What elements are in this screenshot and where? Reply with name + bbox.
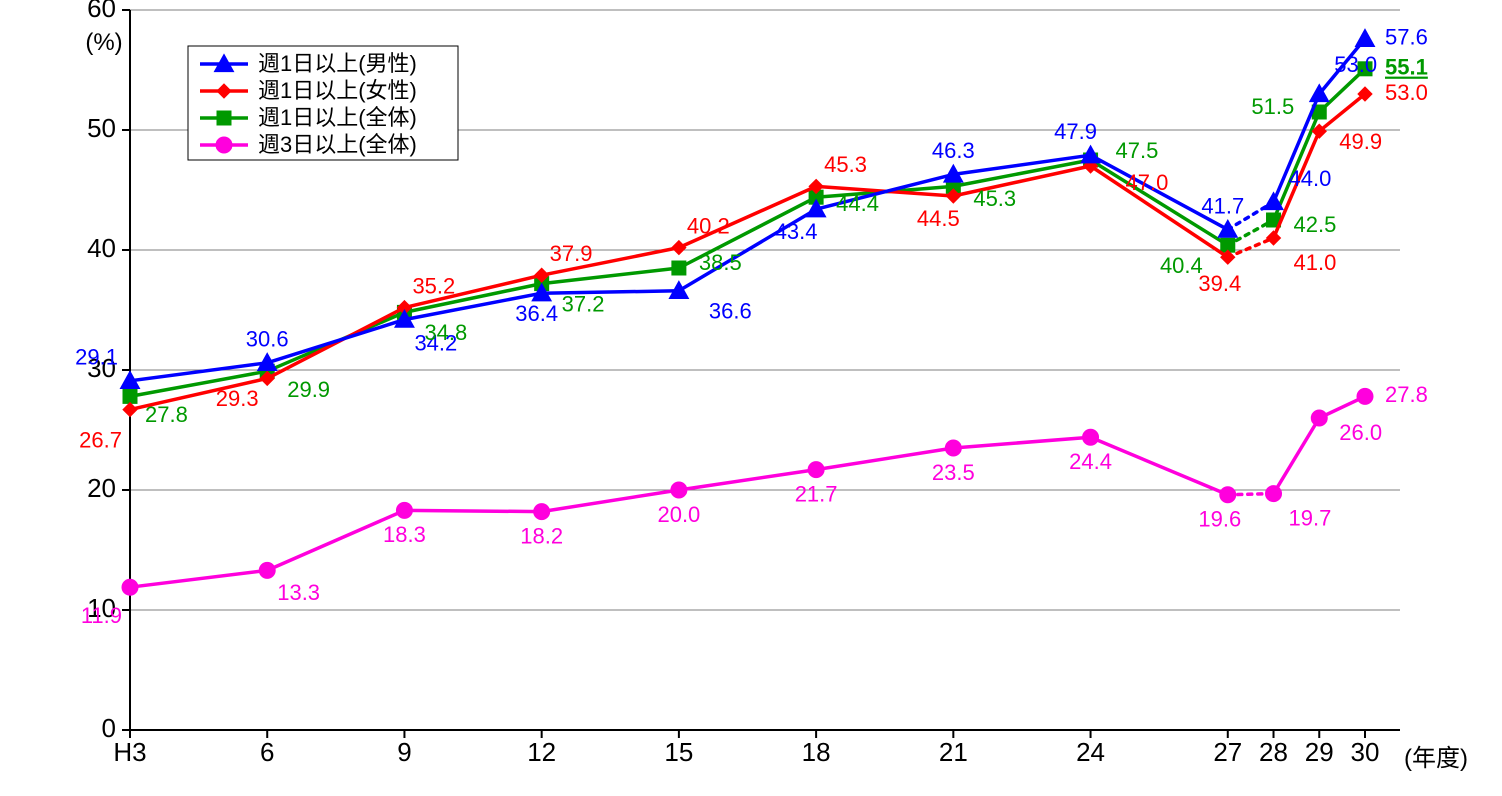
- x-tick-label: 28: [1259, 737, 1288, 767]
- data-label-w1_all: 27.8: [145, 402, 188, 427]
- legend-label: 週3日以上(全体): [258, 132, 417, 157]
- x-tick-label: 30: [1351, 737, 1380, 767]
- data-label-w3_all: 21.7: [795, 481, 838, 506]
- data-label-w3_all: 27.8: [1385, 382, 1428, 407]
- x-tick-label: 24: [1076, 737, 1105, 767]
- data-label-w1_all: 51.5: [1251, 94, 1294, 119]
- y-tick-label: 40: [87, 233, 116, 263]
- data-label-w3_all: 18.3: [383, 522, 426, 547]
- marker-circle: [534, 504, 550, 520]
- chart-svg: 0102030405060H369121518212427282930(%)(年…: [0, 0, 1502, 796]
- marker-circle: [396, 502, 412, 518]
- marker-square: [217, 111, 231, 125]
- marker-circle: [259, 562, 275, 578]
- data-label-w1_all: 34.8: [424, 320, 467, 345]
- data-label-w3_all: 13.3: [277, 580, 320, 605]
- data-label-w1_male: 46.3: [932, 138, 975, 163]
- marker-circle: [808, 462, 824, 478]
- data-label-w1_female: 29.3: [216, 386, 259, 411]
- data-label-w1_male: 30.6: [246, 327, 289, 352]
- data-label-w1_male: 47.9: [1054, 119, 1097, 144]
- data-label-w3_all: 26.0: [1339, 420, 1382, 445]
- data-label-w1_female: 40.2: [687, 213, 730, 238]
- data-label-w1_male: 36.6: [709, 299, 752, 324]
- marker-circle: [1083, 429, 1099, 445]
- x-unit-label: (年度): [1404, 745, 1468, 772]
- data-label-w1_male: 43.4: [775, 219, 818, 244]
- data-label-w1_all: 40.4: [1160, 253, 1203, 278]
- marker-square: [672, 261, 686, 275]
- data-label-w3_all: 24.4: [1069, 449, 1112, 474]
- data-label-w1_female: 45.3: [824, 152, 867, 177]
- y-tick-label: 20: [87, 473, 116, 503]
- marker-square: [123, 389, 137, 403]
- legend-label: 週1日以上(男性): [258, 51, 417, 76]
- data-label-w3_all: 18.2: [520, 523, 563, 548]
- data-label-w1_female: 53.0: [1385, 80, 1428, 105]
- series-line-w3_all: [404, 510, 541, 511]
- legend-label: 週1日以上(女性): [258, 78, 417, 103]
- data-label-w1_female: 39.4: [1198, 271, 1241, 296]
- data-label-w1_all: 42.5: [1294, 212, 1337, 237]
- data-label-w1_all: 47.5: [1116, 138, 1159, 163]
- data-label-w1_male: 41.7: [1201, 193, 1244, 218]
- data-label-w1_female: 41.0: [1294, 250, 1337, 275]
- data-label-w3_all: 23.5: [932, 460, 975, 485]
- data-label-w1_male: 29.1: [75, 345, 118, 370]
- marker-circle: [1266, 486, 1282, 502]
- marker-circle: [671, 482, 687, 498]
- data-label-w1_female: 26.7: [79, 427, 122, 452]
- data-label-w1_all: 38.5: [699, 250, 742, 275]
- marker-circle: [945, 440, 961, 456]
- x-tick-label: 29: [1305, 737, 1334, 767]
- marker-circle: [1220, 487, 1236, 503]
- x-tick-label: H3: [113, 737, 146, 767]
- x-tick-label: 27: [1213, 737, 1242, 767]
- line-chart: 0102030405060H369121518212427282930(%)(年…: [0, 0, 1502, 796]
- y-tick-label: 60: [87, 0, 116, 23]
- data-label-w1_all: 29.9: [287, 377, 330, 402]
- data-label-w1_female: 49.9: [1339, 129, 1382, 154]
- x-tick-label: 15: [664, 737, 693, 767]
- y-unit-label: (%): [85, 29, 122, 56]
- data-label-w3_all: 19.7: [1289, 505, 1332, 530]
- data-label-w1_female: 35.2: [412, 273, 455, 298]
- data-label-w1_all: 45.3: [973, 186, 1016, 211]
- data-label-w1_male: 44.0: [1289, 166, 1332, 191]
- marker-circle: [1357, 388, 1373, 404]
- data-label-w3_all: 11.9: [81, 603, 122, 628]
- data-label-w1_all: 55.1: [1385, 55, 1428, 80]
- data-label-w1_female: 44.5: [917, 206, 960, 231]
- marker-circle: [122, 579, 138, 595]
- data-label-w1_female: 47.0: [1126, 170, 1169, 195]
- legend-label: 週1日以上(全体): [258, 105, 417, 130]
- data-label-w1_all: 37.2: [562, 291, 605, 316]
- x-tick-label: 6: [260, 737, 274, 767]
- marker-circle: [216, 137, 232, 153]
- x-tick-label: 12: [527, 737, 556, 767]
- y-tick-label: 50: [87, 113, 116, 143]
- data-label-w1_female: 37.9: [550, 241, 593, 266]
- data-label-w1_all: 44.4: [836, 191, 879, 216]
- data-label-w3_all: 19.6: [1198, 507, 1241, 532]
- data-label-w1_male: 53.0: [1334, 52, 1377, 77]
- data-label-w1_male: 36.4: [515, 301, 558, 326]
- data-label-w3_all: 20.0: [657, 502, 700, 527]
- data-label-w1_male: 57.6: [1385, 25, 1428, 50]
- marker-circle: [1311, 410, 1327, 426]
- x-tick-label: 9: [397, 737, 411, 767]
- x-tick-label: 18: [802, 737, 831, 767]
- x-tick-label: 21: [939, 737, 968, 767]
